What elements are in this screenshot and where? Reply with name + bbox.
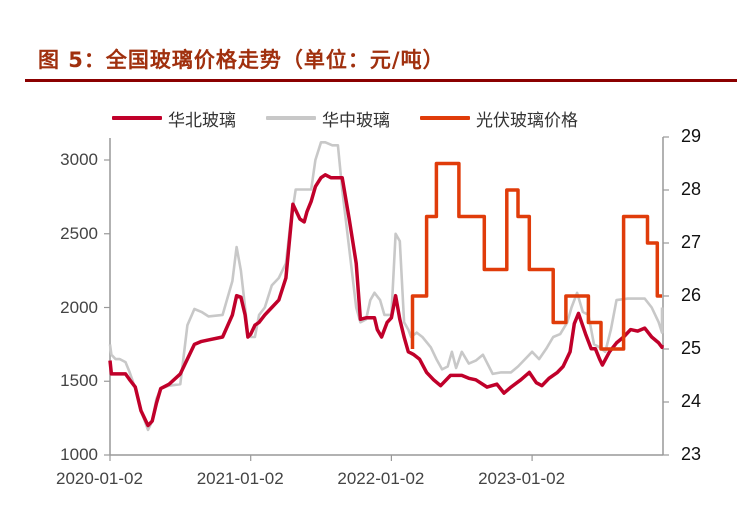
legend-swatch-central-china xyxy=(266,116,316,120)
left-y-tick-label: 2000 xyxy=(60,297,98,317)
right-y-tick-label: 28 xyxy=(681,179,702,199)
central-china-line xyxy=(108,141,664,432)
right-y-tick-label: 26 xyxy=(681,285,702,305)
legend-swatch-pv-glass xyxy=(420,116,470,120)
right-y-tick-label: 29 xyxy=(681,126,702,146)
x-tick-label: 2022-01-02 xyxy=(337,469,425,488)
left-y-tick-label: 2500 xyxy=(60,223,98,243)
right-y-tick-label: 23 xyxy=(681,444,702,464)
right-y-tick-label: 24 xyxy=(681,391,702,411)
legend-item-north-china: 华北玻璃 xyxy=(112,106,236,131)
x-tick-label: 2023-01-02 xyxy=(478,469,566,488)
legend-label-north-china: 华北玻璃 xyxy=(168,110,236,131)
legend-swatch-north-china xyxy=(112,116,162,120)
legend-item-central-china: 华中玻璃 xyxy=(266,106,390,131)
title-divider xyxy=(25,79,737,82)
x-tick-label: 2021-01-02 xyxy=(196,469,284,488)
legend-label-pv-glass: 光伏玻璃价格 xyxy=(476,110,578,131)
north-china-line xyxy=(108,173,664,428)
legend-label-central-china: 华中玻璃 xyxy=(322,110,390,131)
x-tick-label: 2020-01-02 xyxy=(56,469,143,488)
figure-title: 图 5：全国玻璃价格走势（单位：元/吨） xyxy=(38,48,445,72)
legend-item-pv-glass: 光伏玻璃价格 xyxy=(420,106,578,131)
left-y-tick-label: 3000 xyxy=(60,150,98,169)
pv-glass-line xyxy=(410,161,662,351)
right-y-tick-label: 27 xyxy=(681,232,702,252)
left-y-tick-label: 1000 xyxy=(60,445,98,464)
right-y-tick-label: 25 xyxy=(681,338,702,358)
left-y-tick-label: 1500 xyxy=(60,371,98,391)
chart-legend: 华北玻璃 华中玻璃 光伏玻璃价格 xyxy=(112,106,608,131)
